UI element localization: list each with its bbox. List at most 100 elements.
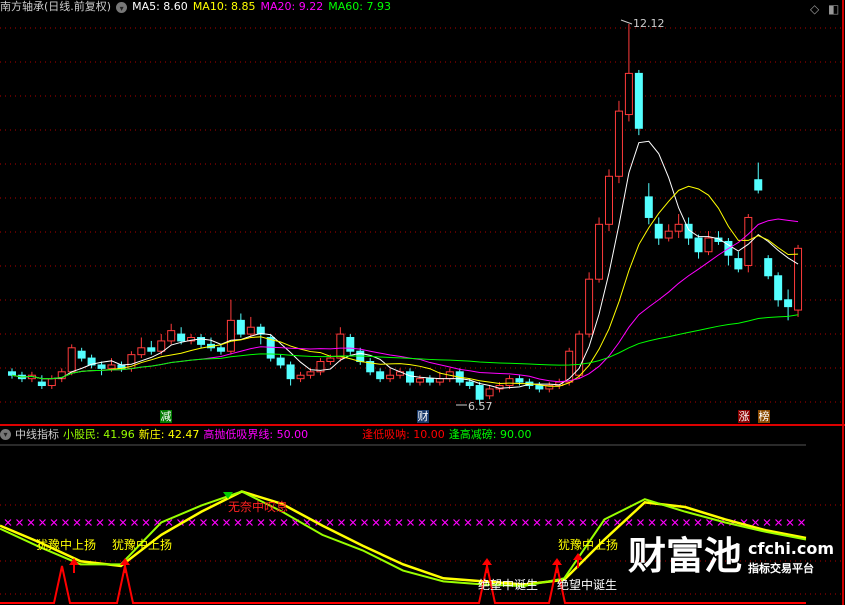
candle-up <box>485 388 494 397</box>
candle-up <box>226 319 235 352</box>
threshold-x-mark <box>464 519 472 526</box>
marker-rank[interactable]: 榜 <box>758 410 770 423</box>
threshold-x-mark <box>487 519 495 526</box>
indicator-v2: 新庄: 42.47 <box>138 428 200 441</box>
candle-up <box>605 175 613 225</box>
threshold-x-mark <box>763 519 771 526</box>
up-arrow-icon <box>120 558 130 565</box>
candle-down <box>177 333 186 342</box>
diamond-icon[interactable]: ◇ <box>810 2 820 16</box>
candle-up <box>246 326 255 335</box>
threshold-x-mark <box>280 519 288 526</box>
threshold-x-mark <box>579 519 587 526</box>
candle-down <box>654 223 663 239</box>
candle-up <box>545 385 554 390</box>
threshold-x-mark <box>223 519 230 526</box>
candle-down <box>634 72 643 129</box>
candle-up <box>336 333 345 359</box>
threshold-x-mark <box>694 519 702 526</box>
threshold-x-mark <box>119 519 127 526</box>
candle-down <box>465 381 474 387</box>
threshold-x-mark <box>510 519 518 526</box>
threshold-x-mark <box>361 519 368 526</box>
threshold-x-mark <box>142 519 150 526</box>
marker-rise[interactable]: 涨 <box>738 410 750 423</box>
candle-down <box>764 258 773 277</box>
candle-down <box>376 371 385 380</box>
indicator-header: ▾ 中线指标 小股民: 41.96 新庄: 42.47 高抛低吸界线: 50.0… <box>0 427 532 441</box>
threshold-x-mark <box>384 519 391 526</box>
candle-down <box>97 364 106 369</box>
signal-label: 无奈中叹息 <box>228 500 289 514</box>
low-price-label: 6.57 <box>468 400 493 413</box>
candle-up <box>167 330 176 342</box>
threshold-x-mark <box>775 519 782 526</box>
small-investor-line <box>0 490 807 588</box>
watermark-domain: cfchi.com <box>748 539 835 558</box>
signal-spike-line <box>0 565 806 604</box>
marker-finance[interactable]: 财 <box>417 410 429 423</box>
threshold-x-mark <box>671 519 679 526</box>
candle-down <box>197 337 206 345</box>
candle-down <box>644 196 653 218</box>
ma10-line <box>11 185 799 387</box>
signal-label: 绝望中诞生 <box>478 578 539 592</box>
candle-down <box>774 275 783 301</box>
threshold-x-mark <box>338 519 345 526</box>
threshold-x-mark <box>326 519 334 526</box>
dropdown-icon[interactable]: ▾ <box>116 1 128 13</box>
new-dealer-line <box>0 490 807 586</box>
threshold-x-mark <box>545 519 552 526</box>
candle-down <box>276 357 285 366</box>
candle-up <box>47 378 56 387</box>
candle-down <box>425 378 434 383</box>
threshold-x-mark <box>683 519 690 526</box>
threshold-x-mark <box>556 519 564 526</box>
candle-up <box>137 347 146 356</box>
threshold-x-mark <box>430 519 437 526</box>
candle-up <box>316 361 325 373</box>
threshold-x-mark <box>786 519 794 526</box>
candle-up <box>306 371 315 376</box>
threshold-x-mark <box>211 519 219 526</box>
candle-up <box>704 237 713 253</box>
signal-label: 绝望中诞生 <box>557 578 618 592</box>
up-arrow-icon <box>552 558 562 565</box>
candle-up <box>107 364 116 369</box>
candle-down <box>8 371 16 376</box>
threshold-x-mark <box>234 519 242 526</box>
candle-down <box>475 385 484 400</box>
threshold-x-mark <box>85 519 92 526</box>
indicator-v3: 高抛低吸界线: 50.00 <box>203 428 309 441</box>
candle-down <box>734 258 743 270</box>
candle-down <box>77 350 86 359</box>
threshold-x-mark <box>568 519 575 526</box>
ma5-line <box>11 140 799 389</box>
candle-down <box>684 223 693 239</box>
marker-reduce[interactable]: 减 <box>160 410 172 423</box>
threshold-x-mark <box>62 519 69 526</box>
threshold-x-mark <box>50 519 58 526</box>
signal-label: 犹豫中上扬 <box>558 538 619 552</box>
candle-up <box>326 357 335 363</box>
panel-toggle-icon[interactable]: ◧ <box>828 2 840 16</box>
indicator-dropdown-icon[interactable]: ▾ <box>0 428 11 440</box>
candle-up <box>296 374 305 380</box>
candle-up <box>674 223 683 232</box>
candle-up <box>794 247 803 311</box>
down-arrow-icon <box>223 492 233 499</box>
candle-up <box>386 374 395 380</box>
threshold-x-mark <box>418 519 426 526</box>
threshold-x-mark <box>269 519 276 526</box>
watermark-brand: 财富池 <box>628 534 743 578</box>
candle-up <box>624 72 633 116</box>
threshold-x-mark <box>27 519 35 526</box>
ma20-value: MA20: 9.22 <box>260 0 324 13</box>
watermark-tagline: 指标交易平台 <box>748 562 814 575</box>
threshold-x-mark <box>16 519 23 526</box>
high-pointer <box>620 19 633 25</box>
threshold-x-mark <box>188 519 196 526</box>
candle-down <box>784 299 793 308</box>
threshold-x-mark <box>752 519 759 526</box>
